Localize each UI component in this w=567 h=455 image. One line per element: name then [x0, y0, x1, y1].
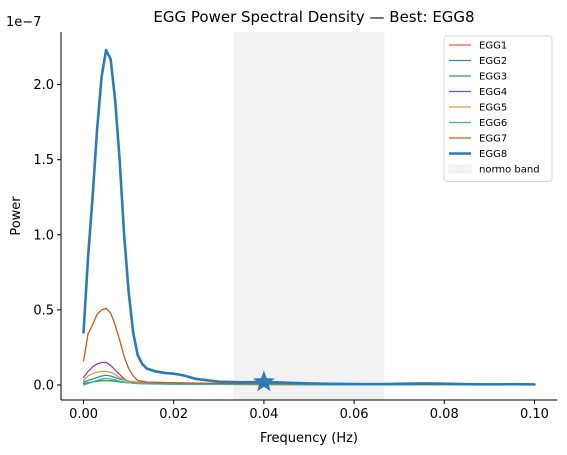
chart-title: EGG Power Spectral Density — Best: EGG8	[153, 8, 474, 26]
x-tick-label: 0.10	[520, 407, 549, 422]
legend-label-egg4: EGG4	[479, 87, 507, 98]
series-line-egg8	[82, 48, 536, 386]
legend-label-egg7: EGG7	[479, 134, 507, 145]
x-tick-label: 0.00	[69, 407, 98, 422]
legend-label-egg3: EGG3	[479, 72, 507, 83]
y-tick-label: 0.5	[33, 303, 54, 318]
y-tick-label: 0.0	[33, 378, 54, 393]
y-axis-label: Power	[9, 196, 24, 236]
y-offset-label: 1e−7	[6, 15, 41, 30]
x-tick-label: 0.04	[249, 407, 278, 422]
legend: EGG1 EGG2 EGG3 EGG4 EGG5 EGG6 EGG7 EGG8 normo ba…	[443, 35, 553, 182]
y-tick-label: 1.5	[33, 153, 54, 168]
legend-label-egg1: EGG1	[479, 41, 507, 52]
legend-label-egg2: EGG2	[479, 56, 507, 67]
series-line-egg7	[82, 307, 536, 386]
legend-label-egg6: EGG6	[479, 118, 507, 129]
legend-label-egg8: EGG8	[479, 149, 507, 160]
series-line-egg6	[82, 377, 536, 386]
normo-band	[233, 32, 385, 400]
legend-label-egg5: EGG5	[479, 103, 507, 114]
legend-frame	[443, 35, 553, 182]
y-tick-label: 1.0	[33, 228, 54, 243]
x-tick-label: 0.06	[340, 407, 369, 422]
legend-swatch-normo-band	[448, 164, 472, 174]
legend-label-normo-band: normo band	[479, 165, 540, 176]
y-tick-label: 2.0	[33, 78, 54, 93]
axes: 0.00 0.02 0.04 0.06 0.08 0.10 0.0 0.5 1.0 1.5 2.0	[33, 32, 557, 422]
best-frequency-star-marker	[253, 370, 275, 392]
x-tick-label: 0.02	[159, 407, 188, 422]
x-axis-label: Frequency (Hz)	[260, 431, 358, 446]
series-layer	[82, 48, 536, 386]
x-tick-label: 0.08	[430, 407, 459, 422]
